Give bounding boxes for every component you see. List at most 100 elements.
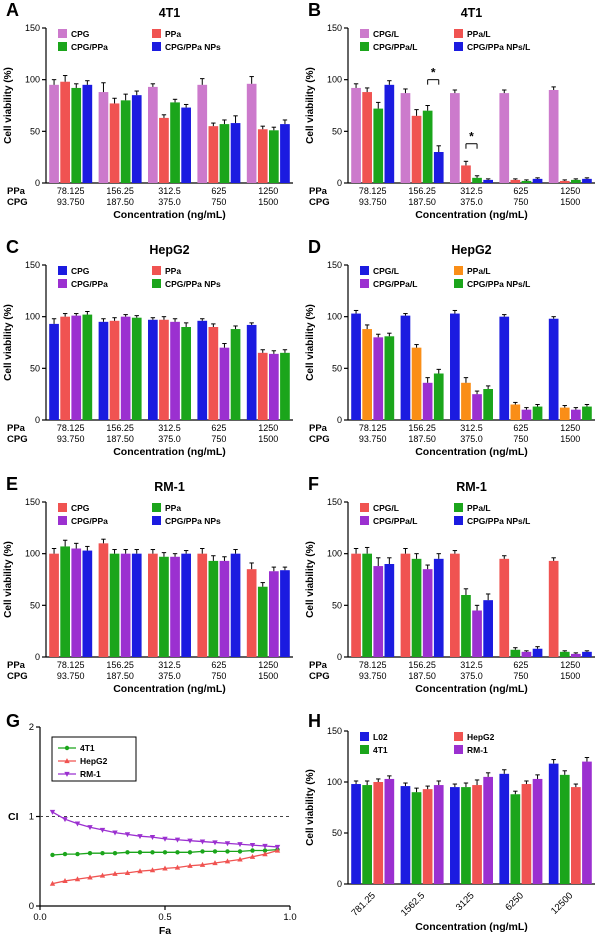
x-row-label: CPG [309, 671, 330, 682]
bar [257, 352, 268, 420]
bar [159, 117, 169, 183]
marker-triangle-up [74, 876, 81, 882]
y-tick-label: 100 [327, 312, 342, 322]
legend-label: PPa/L [467, 503, 491, 513]
bar [559, 651, 570, 657]
marker-triangle-down [224, 841, 231, 847]
x-tick-label: 375.0 [460, 434, 483, 444]
marker-triangle-up [199, 861, 206, 867]
bar [49, 553, 59, 657]
marker-triangle-up [224, 858, 231, 864]
bar [208, 327, 219, 420]
x-tick-label: 187.50 [408, 671, 436, 681]
bar [197, 320, 208, 420]
x-tick-label: 1250 [560, 186, 580, 196]
bar [499, 558, 510, 657]
x-axis-label: Concentration (ng/mL) [415, 683, 528, 695]
legend-swatch [454, 503, 463, 512]
y-tick-label: 50 [30, 363, 40, 373]
panel-F: F RM-1 0 50 100 150 Cell viability (%) PPa 78.1… [302, 474, 603, 711]
marker-triangle-down [237, 842, 243, 848]
panel-letter-H: H [308, 711, 321, 731]
x-row-label: CPG [7, 197, 28, 208]
bar [559, 407, 570, 420]
legend-swatch [152, 266, 161, 275]
x-tick-label: 156.25 [408, 186, 436, 196]
x-tick-label: 1250 [560, 660, 580, 670]
bar [362, 92, 372, 183]
marker-circle [50, 852, 55, 858]
x-tick-label: 12500 [549, 890, 575, 916]
marker-circle [237, 849, 243, 854]
bar [109, 320, 120, 420]
y-axis-label: Cell viability (%) [3, 304, 14, 381]
bar [71, 548, 82, 657]
y-tick-label: 0 [35, 652, 40, 662]
bar [373, 782, 384, 884]
y-axis-label: Cell viability (%) [3, 67, 14, 144]
legend-label: PPa/L [467, 266, 491, 276]
x-tick-label: 312.5 [460, 660, 483, 670]
bar [373, 566, 384, 657]
marker-triangle-down [62, 817, 68, 823]
marker-triangle-down [137, 834, 143, 840]
bar [148, 86, 158, 183]
x-row-label: PPa [7, 423, 26, 434]
bar [521, 651, 532, 657]
x-tick-label: 625 [211, 423, 226, 433]
legend-swatch [58, 42, 67, 51]
x-tick-label: 0.5 [158, 912, 171, 923]
legend-swatch [152, 503, 161, 512]
bar [60, 316, 70, 420]
bar [230, 553, 241, 657]
bar [411, 347, 422, 420]
bar [170, 102, 180, 183]
marker-circle [225, 849, 230, 854]
panel-F-chart: RM-1 0 50 100 150 Cell viability (%) PPa 78.125… [305, 480, 595, 695]
x-row-label: PPa [309, 423, 328, 434]
x-tick-label: 6250 [503, 890, 526, 913]
bar [472, 394, 482, 420]
legend-label: CPG [71, 266, 90, 276]
y-tick-label: 0 [337, 178, 342, 188]
bar [433, 558, 444, 657]
x-tick-label: 3125 [454, 890, 477, 913]
bar [411, 792, 422, 884]
bar [230, 123, 241, 183]
bar [450, 93, 460, 183]
marker-triangle-up [162, 865, 168, 871]
legend-swatch [58, 279, 67, 288]
x-tick-label: 156.25 [106, 423, 134, 433]
legend-swatch [454, 745, 463, 754]
legend-label: 4T1 [373, 745, 388, 755]
bar [384, 564, 395, 657]
bar [400, 93, 411, 183]
bar [109, 103, 120, 183]
bar [159, 556, 169, 657]
x-tick-label: 1500 [560, 434, 580, 444]
x-tick-label: 93.750 [57, 434, 85, 444]
x-tick-label: 750 [211, 197, 226, 207]
legend-swatch [152, 42, 161, 51]
bar [181, 327, 191, 420]
panel-A-chart: 4T1 0 50 100 150 Cell viability (%) PPa 78.125 1… [3, 6, 293, 221]
panel-E-chart: RM-1 0 50 100 150 Cell viability (%) PPa 78.125… [3, 480, 293, 695]
marker-triangle-up [212, 860, 218, 866]
marker-triangle-up [112, 870, 118, 876]
legend-label: 4T1 [80, 743, 95, 753]
bar [532, 648, 543, 657]
legend-label: HepG2 [467, 732, 495, 742]
bar [197, 553, 208, 657]
legend-swatch [58, 503, 67, 512]
marker-triangle-up [137, 868, 143, 874]
bar [269, 353, 279, 420]
bar [422, 789, 433, 884]
y-axis-label: Cell viability (%) [305, 67, 316, 144]
legend-label: CPG/PPa NPs/L [467, 42, 530, 52]
bar [433, 373, 444, 420]
x-tick-label: 93.750 [57, 197, 85, 207]
x-tick-label: 625 [513, 660, 528, 670]
bar [280, 124, 290, 183]
legend-label: CPG/PPa [71, 279, 108, 289]
x-row-label: PPa [7, 660, 26, 671]
